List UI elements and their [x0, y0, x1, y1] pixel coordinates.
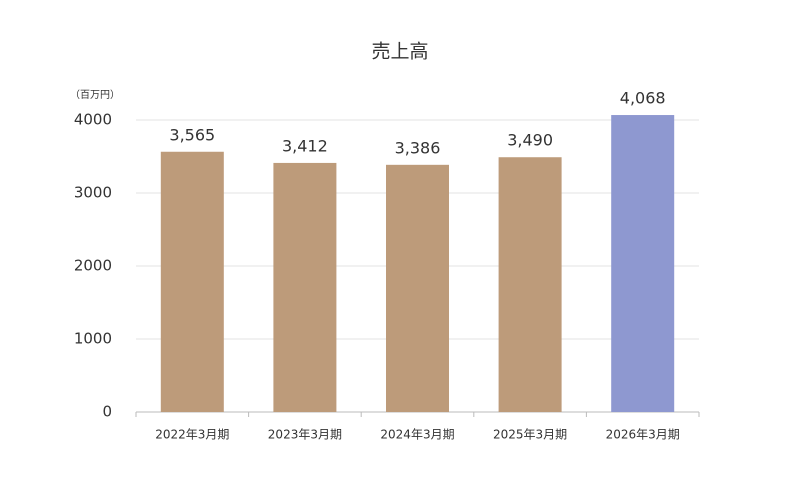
value-label: 3,386	[395, 138, 441, 157]
y-unit: （百万円）	[70, 89, 120, 101]
chart-title: 売上高	[371, 41, 428, 63]
x-tick-label: 2024年3月期	[380, 428, 454, 442]
bar	[386, 164, 449, 412]
value-label: 3,490	[507, 131, 553, 150]
y-tick-label: 0	[102, 403, 112, 421]
bar	[160, 151, 224, 412]
x-tick-label: 2026年3月期	[606, 428, 680, 442]
y-tick-label: 2000	[74, 257, 112, 275]
value-label: 3,565	[169, 125, 215, 144]
y-tick-label: 3000	[74, 184, 112, 202]
x-tick-label: 2025年3月期	[493, 428, 567, 442]
y-tick-label: 1000	[74, 330, 112, 348]
bar	[273, 162, 337, 412]
bar	[611, 115, 675, 412]
bar	[498, 157, 562, 412]
value-label: 3,412	[282, 136, 328, 155]
value-label: 4,068	[620, 89, 666, 108]
y-tick-label: 4000	[74, 111, 112, 129]
x-tick-label: 2022年3月期	[155, 428, 229, 442]
x-tick-label: 2023年3月期	[268, 428, 342, 442]
